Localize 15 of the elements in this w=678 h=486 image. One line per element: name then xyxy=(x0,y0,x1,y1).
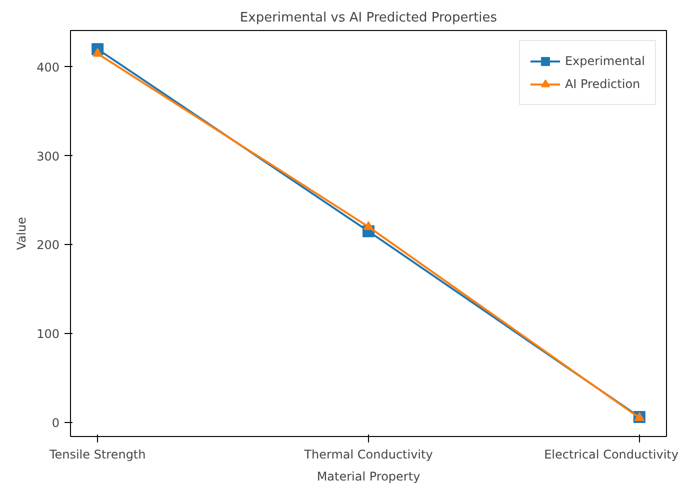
y-tick-label: 200 xyxy=(36,238,60,252)
point xyxy=(92,48,103,57)
x-tick-label: Thermal Conductivity xyxy=(303,448,433,462)
y-tick-label: 0 xyxy=(52,416,60,430)
y-tick-label: 300 xyxy=(36,149,60,164)
point xyxy=(364,221,374,230)
legend-label: AI Prediction xyxy=(564,77,640,91)
chart-title: Experimental vs AI Predicted Properties xyxy=(240,10,498,26)
y-tick-label: 400 xyxy=(36,60,60,74)
x-tick-label: Tensile Strength xyxy=(48,448,146,462)
y-axis-title: Value xyxy=(14,217,29,250)
legend-label: Experimental xyxy=(564,54,645,68)
x-axis-title: Material Property xyxy=(316,470,420,484)
y-tick-label: 100 xyxy=(36,326,60,341)
x-tick-label: Electrical Conductivity xyxy=(544,448,678,462)
